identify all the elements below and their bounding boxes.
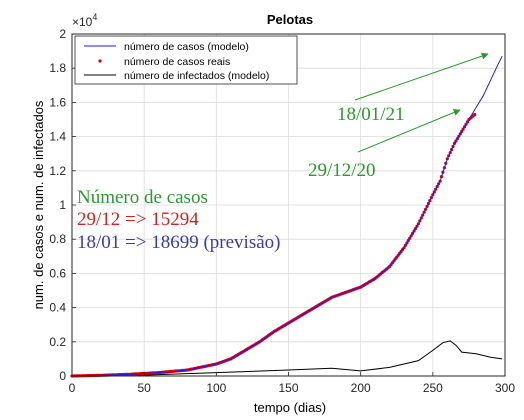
arrow-29-12 — [357, 109, 461, 153]
y-tick-label: 1.8 — [49, 61, 66, 75]
annotation-29-12: 29/12/20 — [308, 160, 376, 181]
arrow-18-01 — [354, 52, 489, 101]
y-tick-label: 1.4 — [49, 130, 66, 144]
summary-real: 29/12 => 15294 — [77, 209, 199, 230]
y-tick-label: 0 — [59, 369, 66, 383]
y-tick-label: 1 — [59, 198, 66, 212]
legend-label-modelo: número de casos (modelo) — [124, 41, 249, 53]
summary-heading: Número de casos — [77, 187, 208, 208]
y-tick-label: 0.4 — [49, 301, 66, 315]
chart-title: Pelotas — [267, 12, 313, 27]
x-tick-label: 100 — [206, 381, 226, 395]
y-tick-label: 0.2 — [49, 335, 66, 349]
y-tick-label: 0.8 — [49, 232, 66, 246]
x-axis-label: tempo (dias) — [254, 400, 326, 415]
data-point — [473, 112, 477, 117]
series-layer — [70, 55, 503, 378]
x-tick-label: 250 — [423, 381, 443, 395]
summary-forecast: 18/01 => 18699 (previsão) — [77, 232, 280, 253]
legend-label-infectados: número de infectados (modelo) — [124, 70, 269, 82]
y-tick-label: 2 — [59, 27, 66, 41]
y-tick-label: 1.2 — [49, 164, 66, 178]
x-tick-label: 200 — [351, 381, 371, 395]
ticks: 0 50 100 150 200 250 300 0 0.2 0.4 0.6 0.8 1 1.2 1.4 1.… — [49, 27, 515, 395]
y-tick-label: 0.6 — [49, 266, 66, 280]
annotation-18-01: 18/01/21 — [337, 104, 405, 125]
legend: número de casos (modelo) número de casos… — [74, 35, 298, 85]
x-tick-label: 150 — [278, 381, 298, 395]
x-tick-label: 300 — [495, 381, 515, 395]
legend-box — [74, 35, 298, 85]
y-exponent-label: ×104 — [72, 12, 97, 29]
x-tick-label: 50 — [137, 381, 151, 395]
x-tick-label: 0 — [69, 381, 76, 395]
legend-swatch-reais — [98, 59, 102, 63]
y-axis-label: num. de casos e num. de infectados — [31, 100, 46, 309]
legend-label-reais: número de casos reais — [124, 56, 230, 68]
y-tick-label: 1.6 — [49, 95, 66, 109]
series-line-numero-de-casos-modelo — [71, 55, 503, 377]
series-line-numero-de-infectados-modelo — [71, 340, 503, 377]
